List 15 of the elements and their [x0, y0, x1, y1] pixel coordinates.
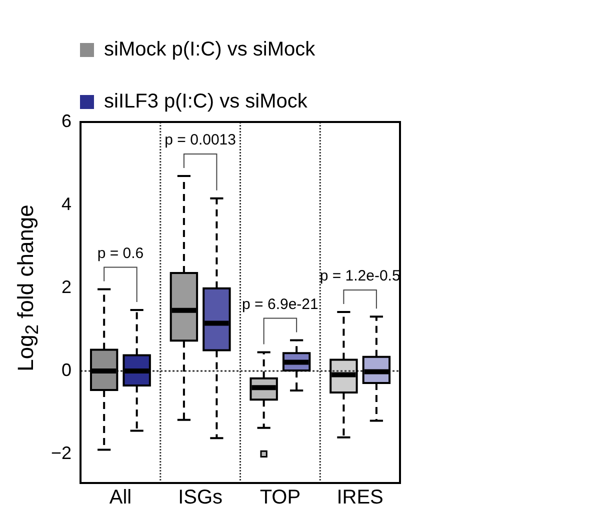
- y-tick-label: 2: [62, 276, 72, 297]
- x-tick-label: TOP: [260, 486, 301, 509]
- y-tick-label: 6: [62, 110, 72, 131]
- annotation: p = 0.6: [97, 244, 144, 262]
- annotation: p = 1.2e-0.5: [320, 268, 400, 285]
- legend-label: siMock p(I:C) vs siMock: [104, 38, 316, 61]
- x-tick-label: All: [109, 486, 132, 509]
- x-tick-label: IRES: [336, 486, 384, 509]
- y-tick-label: 0: [62, 360, 72, 380]
- annotation: p = 6.9e-21: [242, 296, 318, 313]
- x-tick-label: ISGs: [178, 486, 223, 509]
- y-tick-label: −2: [50, 442, 72, 463]
- annotation: p = 0.0013: [164, 132, 236, 149]
- legend-label: siILF3 p(I:C) vs siMock: [104, 90, 308, 113]
- y-tick-label: 4: [62, 194, 72, 214]
